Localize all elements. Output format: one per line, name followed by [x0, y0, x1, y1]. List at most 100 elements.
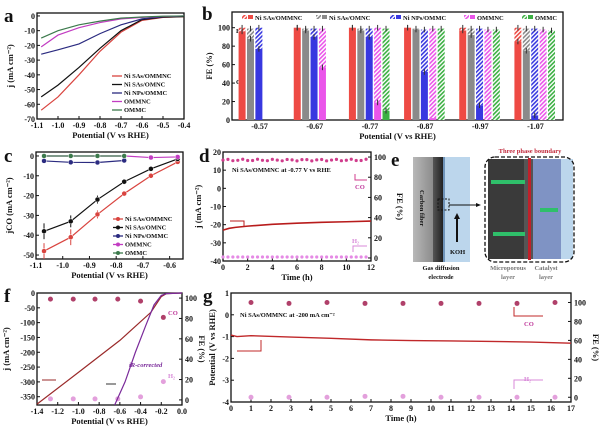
y-tick-label: -4 [222, 398, 229, 407]
y-tick-label: -10 [24, 27, 35, 36]
fe-h2-point [329, 255, 334, 259]
x-tick-label: 8 [389, 404, 393, 413]
x-axis-label: Potential (V vs RHE) [71, 416, 148, 426]
fe-h2-point [280, 255, 284, 259]
y-tick-label: 60 [222, 61, 230, 70]
x-tick-label: -0.5 [157, 121, 170, 130]
legend-label: OMMNC [477, 15, 504, 22]
x-tick-label: -0.9 [83, 261, 96, 270]
y-axis-label: FE (%) [204, 52, 214, 79]
y2-tick-label: 40 [574, 355, 582, 364]
y2-axis-label: FE (%) [395, 193, 405, 220]
legend-marker [116, 225, 120, 230]
y-tick-label: -10 [210, 203, 221, 212]
bar-co [318, 67, 326, 120]
electrolyte-channel [493, 232, 525, 236]
x-tick-label: 10 [342, 263, 350, 272]
x-tick-label: -0.9 [73, 121, 86, 130]
h2-axis-arrow [513, 379, 543, 389]
y-tick-label: 20 [213, 148, 221, 157]
fe-co-point [92, 296, 98, 302]
bar-h2 [310, 28, 318, 37]
potential-line [230, 334, 572, 344]
x-tick-label: 7 [369, 404, 373, 413]
fe-co-point [349, 157, 353, 161]
category-label: -1.07 [527, 122, 544, 131]
potential-axis-arrow [237, 340, 262, 352]
fe-co-point [400, 300, 406, 306]
fe-co-point [476, 300, 482, 306]
y-tick-label: -20 [23, 192, 34, 201]
condition-annotation: Ni SAs/OMMNC at -200 mA cm⁻² [240, 312, 335, 319]
x-tick-label: -0.7 [137, 261, 150, 270]
bar-co [420, 72, 428, 120]
legend-swatch-h2 [464, 15, 469, 19]
bar-co [467, 35, 475, 121]
legend-label: OMMC [124, 107, 146, 114]
y-tick-label: 0 [226, 116, 230, 125]
fe-co-point [246, 158, 250, 163]
fe-co-point [241, 157, 245, 161]
category-label: -0.57 [251, 122, 268, 131]
current-axis-arrow [230, 220, 245, 227]
microporous-label-1: Microporous [490, 265, 526, 272]
data-point [41, 248, 47, 254]
x-tick-label: -1.4 [31, 407, 44, 416]
legend-swatch-co [470, 15, 475, 19]
fe-co-point [305, 158, 309, 162]
co-label: CO [168, 310, 178, 317]
series-line [43, 161, 178, 252]
y-tick-label: -70 [24, 115, 35, 124]
plot-frame [35, 151, 184, 260]
fe-co-point [236, 158, 240, 162]
y-tick-label: 0 [217, 184, 221, 193]
bar-co [429, 118, 437, 120]
data-point [41, 158, 47, 164]
y-tick-label: 0 [30, 152, 34, 161]
x-tick-label: 11 [447, 404, 455, 413]
x-axis-label: Potential (V vs RHE) [72, 130, 149, 140]
data-point [148, 154, 154, 161]
fe-co-point [47, 296, 53, 302]
three-phase-boundary-line [528, 158, 531, 260]
y-tick-label: -3 [222, 376, 229, 385]
fe-co-point [359, 158, 363, 163]
bar-co [459, 30, 467, 120]
legend-label: Ni SAs/OMNC [329, 15, 371, 22]
bar-co [302, 30, 310, 120]
y-tick-label: -60 [24, 100, 35, 109]
legend-label: Ni NPs/OMMC [124, 90, 167, 97]
zoom-detail-frame [484, 156, 575, 263]
fe-co-point [354, 158, 358, 163]
panel-label-f: f [4, 286, 11, 307]
y2-tick-label: 100 [574, 298, 586, 307]
fe-co-point [315, 158, 319, 162]
y2-tick-label: 60 [185, 335, 193, 344]
bar-co [514, 41, 522, 120]
series-line [40, 15, 185, 48]
series-line [41, 15, 185, 55]
y-axis-label: j (mA cm⁻²) [193, 185, 203, 230]
fe-co-point [251, 158, 255, 163]
y-tick-label: -40 [24, 71, 35, 80]
bar-co [357, 30, 365, 120]
condition-annotation: Ni SAs/OMMNC at -0.77 V vs RHE [232, 167, 331, 174]
category-label: -0.97 [472, 122, 489, 131]
fe-co-point [362, 300, 368, 306]
x-tick-label: 3 [289, 404, 293, 413]
data-point [67, 234, 74, 240]
y2-tick-label: 0 [374, 254, 378, 263]
panel-label-d: d [199, 146, 210, 167]
x-tick-label: 9 [409, 404, 413, 413]
plot-frame [36, 292, 183, 406]
catalyst-strip [443, 157, 445, 262]
y-tick-label: -300 [20, 378, 35, 387]
legend-label: OMMC [125, 250, 147, 257]
y-tick-label: 1 [225, 289, 229, 298]
data-point [41, 153, 47, 159]
y-tick-label: 20 [222, 98, 230, 107]
fe-h2-point [310, 255, 314, 259]
fe-h2-point [325, 255, 329, 259]
y-tick-label: -1 [222, 333, 229, 342]
fe-co-point [270, 157, 274, 161]
